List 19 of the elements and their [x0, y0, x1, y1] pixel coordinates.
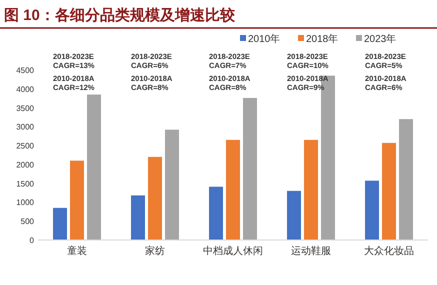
y-tick-label: 3500: [16, 104, 35, 113]
x-tick-label: 运动鞋服: [291, 245, 331, 257]
legend-label: 2010年: [248, 33, 280, 45]
y-tick-label: 1000: [16, 198, 35, 208]
x-tick-label: 家纺: [145, 245, 165, 257]
y-tick-label: 4000: [16, 84, 35, 94]
x-tick-label: 童装: [67, 245, 87, 257]
chart-title: 图 10：各细分品类规模及增速比较: [4, 7, 236, 24]
y-tick-label: 500: [20, 217, 35, 226]
legend-label: 2018年: [306, 33, 338, 45]
y-tick-label: 0: [30, 236, 35, 245]
y-tick-label: 2500: [16, 142, 35, 151]
y-tick-label: 2000: [16, 160, 35, 170]
y-tick-label: 1500: [16, 179, 35, 188]
x-tick-label: 中档成人休闲: [203, 245, 263, 257]
y-tick-label: 4500: [16, 66, 35, 75]
legend-label: 2023年: [364, 33, 396, 45]
y-tick-label: 3000: [16, 122, 35, 132]
x-tick-label: 大众化妆品: [364, 245, 414, 257]
